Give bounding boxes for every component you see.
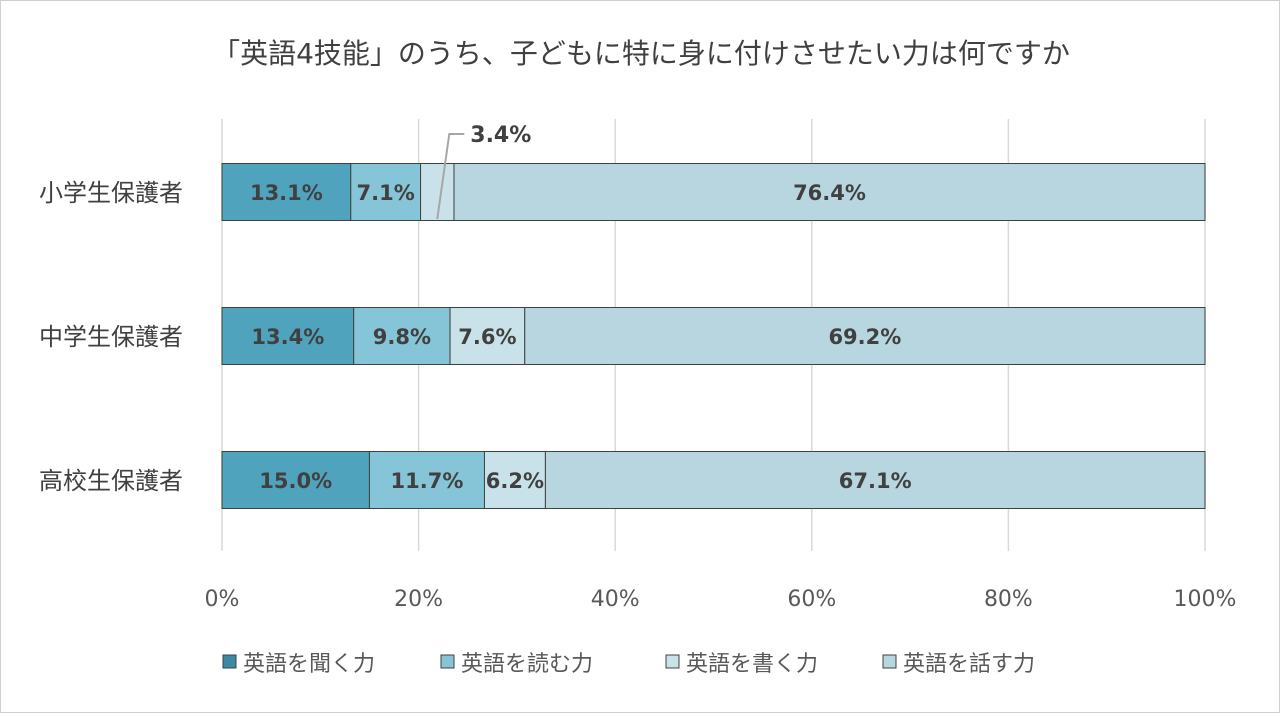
data-label: 76.4% [793, 181, 866, 205]
bar-segment [221, 163, 352, 221]
bar-segment [483, 451, 546, 509]
data-label: 69.2% [828, 325, 901, 349]
x-tick-label: 20% [394, 587, 443, 612]
data-label: 13.1% [250, 181, 323, 205]
x-tick-label: 80% [984, 587, 1033, 612]
data-label: 7.6% [458, 325, 516, 349]
legend-label: 英語を読む力 [461, 652, 593, 677]
data-label: 6.2% [486, 469, 544, 493]
bar-segment [221, 451, 370, 509]
data-label: 11.7% [391, 469, 464, 493]
legend-swatch [440, 654, 455, 669]
data-label: 13.4% [251, 325, 324, 349]
data-label: 67.1% [839, 469, 912, 493]
legend-swatch [665, 654, 680, 669]
data-label: 9.8% [373, 325, 431, 349]
x-tick-label: 0% [205, 587, 240, 612]
bar-segment [524, 307, 1206, 365]
leader-line [436, 133, 465, 220]
chart-title: 「英語4技能」のうち、子どもに特に身に付けさせたい力は何ですか [212, 37, 1070, 70]
legend-swatch [222, 654, 237, 669]
data-label: 3.4% [470, 123, 531, 148]
x-tick-label: 60% [787, 587, 836, 612]
bar-segment [353, 307, 451, 365]
x-tick-label: 100% [1174, 587, 1237, 612]
legend-swatch [882, 654, 897, 669]
category-label: 小学生保護者 [39, 179, 183, 207]
category-label: 中学生保護者 [39, 323, 183, 351]
bar-segment [453, 163, 1206, 221]
data-label: 15.0% [259, 469, 332, 493]
data-label: 7.1% [357, 181, 415, 205]
legend-label: 英語を話す力 [903, 652, 1035, 677]
bar-segment [221, 307, 355, 365]
bar-segment [544, 451, 1206, 509]
legend-label: 英語を書く力 [686, 652, 818, 677]
category-label: 高校生保護者 [39, 467, 183, 495]
legend-label: 英語を聞く力 [243, 652, 375, 677]
x-tick-label: 40% [591, 587, 640, 612]
